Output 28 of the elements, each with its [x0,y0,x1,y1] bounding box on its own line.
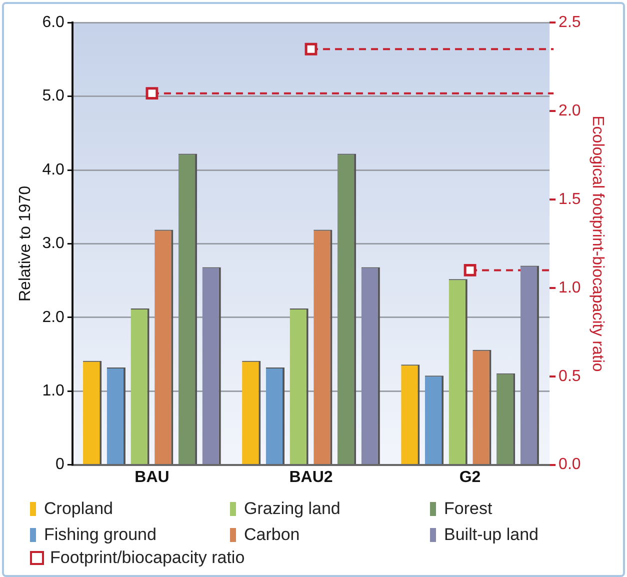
y2-tick-label: 0.0 [558,456,581,474]
legend-label: Fishing ground [44,525,156,545]
legend-label: Forest [444,499,492,519]
y2-axis-title: Ecological footprint-biocapacity ratio [588,116,606,372]
y2-tick-label: 1.5 [558,190,581,208]
y2-tick-label: 2.0 [558,102,581,120]
legend-label: Built-up land [444,525,539,545]
y-axis-title: Relative to 1970 [17,186,34,302]
legend-label: Carbon [244,525,300,545]
y2-tick-label: 2.5 [558,14,581,32]
legend-label: Footprint/biocapacity ratio [50,548,245,568]
point [304,42,318,56]
y2-tick-label: 0.5 [558,368,581,385]
x-tick-label: G2 [459,468,481,486]
y-tick-label: 4.0 [42,161,65,178]
point [464,264,476,276]
legend-label: Cropland [44,499,113,519]
point [146,87,158,100]
x-tick-label: BAU [134,468,170,486]
y2-tick-label: 1.0 [558,279,581,296]
y-tick-label: 0 [56,456,65,474]
y-tick-label: 2.0 [42,308,65,326]
y-tick-label: 3.0 [42,235,65,252]
x-tick-label: BAU2 [289,468,333,486]
legend-label: Grazing land [244,499,340,519]
y-tick-label: 5.0 [42,88,65,105]
y-tick-label: 6.0 [42,14,65,32]
y-tick-label: 1.0 [42,382,65,400]
